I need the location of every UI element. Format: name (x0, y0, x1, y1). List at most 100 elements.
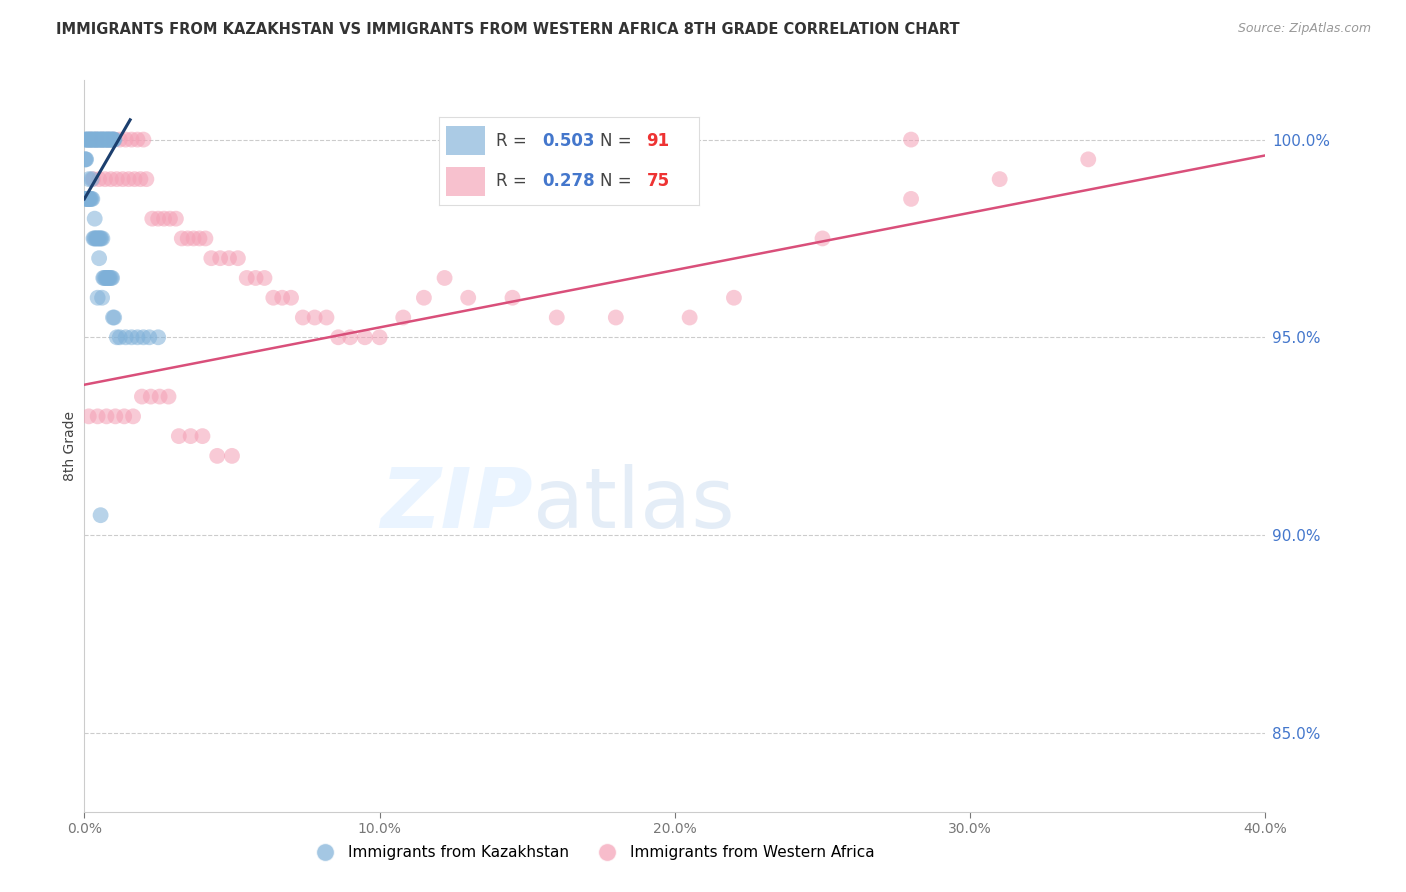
Point (226, 251, 249, 265)
Bar (447, 167, 485, 196)
Point (76, 132, 98, 146)
Point (94, 132, 117, 146)
Point (86, 231, 108, 245)
Point (177, 231, 200, 245)
Point (84, 231, 107, 245)
Point (262, 291, 284, 305)
Point (86, 132, 108, 146)
Point (200, 251, 222, 265)
Point (101, 271, 124, 285)
Point (96, 132, 118, 146)
Point (221, 449, 243, 463)
Point (76, 192, 98, 206)
Point (101, 132, 124, 146)
Point (291, 310, 314, 325)
Point (139, 390, 162, 404)
Point (392, 310, 415, 325)
Point (194, 231, 217, 245)
Point (271, 291, 294, 305)
Point (87, 132, 110, 146)
Point (103, 132, 125, 146)
Point (103, 132, 125, 146)
Point (114, 132, 136, 146)
Point (100, 132, 122, 146)
Point (98, 271, 121, 285)
Point (141, 211, 163, 226)
Point (97, 132, 120, 146)
Point (315, 310, 337, 325)
Point (121, 330, 143, 344)
Point (91, 132, 114, 146)
Point (100, 172, 122, 186)
Point (98, 132, 121, 146)
Point (159, 211, 181, 226)
Point (811, 231, 834, 245)
Point (165, 211, 187, 226)
Point (75, 192, 97, 206)
Point (93, 132, 115, 146)
Point (96, 132, 118, 146)
Point (96, 271, 118, 285)
Point (96, 271, 118, 285)
Point (280, 291, 302, 305)
Point (129, 172, 152, 186)
Point (82, 172, 104, 186)
Point (605, 310, 627, 325)
Text: 0.278: 0.278 (543, 172, 595, 190)
Point (79, 192, 101, 206)
Point (75, 153, 97, 167)
Point (82, 132, 104, 146)
Point (97, 271, 120, 285)
Point (103, 132, 125, 146)
Point (1077, 153, 1099, 167)
Point (209, 251, 232, 265)
Point (76, 132, 98, 146)
Point (122, 409, 145, 424)
Text: IMMIGRANTS FROM KAZAKHSTAN VS IMMIGRANTS FROM WESTERN AFRICA 8TH GRADE CORRELATI: IMMIGRANTS FROM KAZAKHSTAN VS IMMIGRANTS… (56, 22, 960, 37)
Text: N =: N = (600, 172, 637, 190)
Point (79, 192, 101, 206)
Point (89, 251, 111, 265)
Point (253, 271, 276, 285)
Point (89, 231, 111, 245)
Point (900, 132, 922, 146)
Point (132, 132, 155, 146)
Point (73, 153, 96, 167)
Point (105, 330, 128, 344)
Point (236, 271, 259, 285)
Point (80, 132, 103, 146)
Point (132, 330, 155, 344)
Text: R =: R = (496, 131, 531, 150)
Point (988, 172, 1011, 186)
Point (82, 192, 104, 206)
Point (167, 429, 190, 443)
Point (83, 231, 105, 245)
Point (93, 271, 115, 285)
Point (90, 508, 112, 523)
Point (89, 132, 111, 146)
Point (84, 132, 107, 146)
Point (96, 409, 118, 424)
Point (89, 172, 111, 186)
Point (86, 409, 108, 424)
Point (90, 231, 112, 245)
Point (75, 132, 97, 146)
Point (112, 409, 135, 424)
Point (94, 132, 117, 146)
Point (148, 330, 170, 344)
Point (153, 211, 176, 226)
Point (149, 390, 172, 404)
Point (138, 330, 160, 344)
Point (111, 172, 134, 186)
Point (502, 291, 524, 305)
Point (89, 231, 111, 245)
Point (118, 172, 141, 186)
Text: 91: 91 (647, 131, 669, 150)
Point (100, 132, 122, 146)
Point (183, 231, 205, 245)
Point (91, 132, 114, 146)
Point (188, 231, 211, 245)
Point (75, 132, 97, 146)
Point (75, 192, 97, 206)
Point (84, 132, 107, 146)
